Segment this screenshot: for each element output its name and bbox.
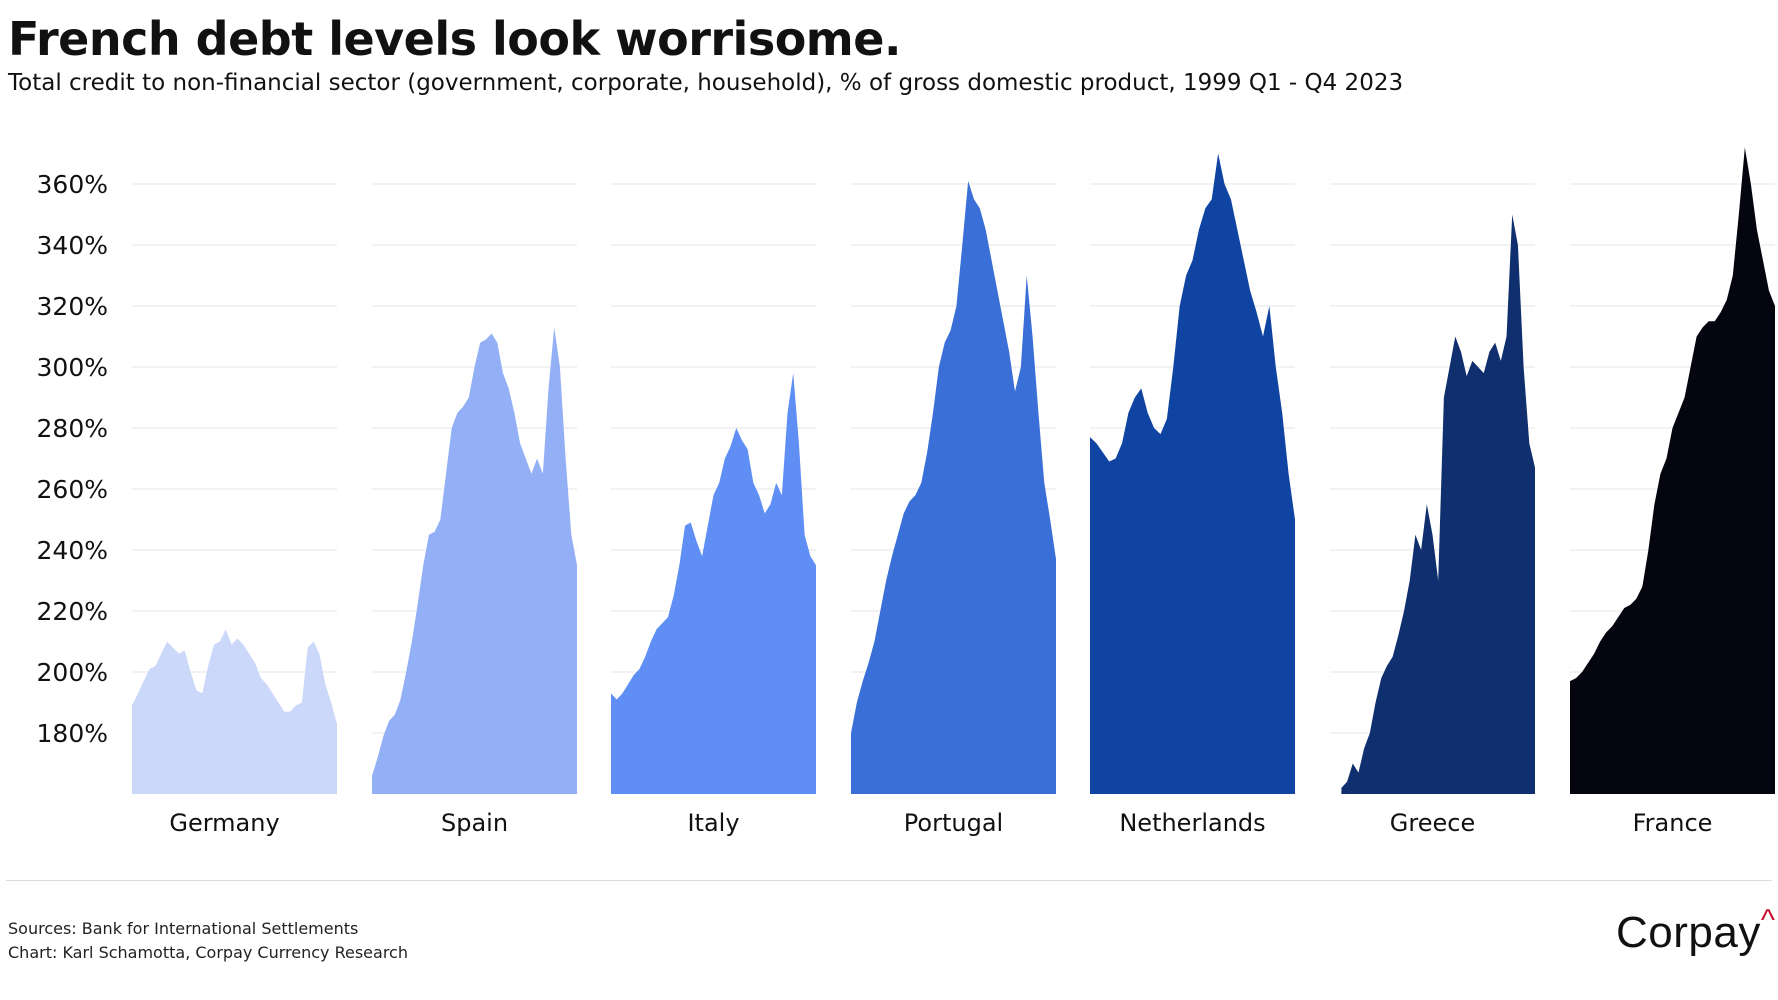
chart-title: French debt levels look worrisome.	[8, 12, 901, 66]
y-tick-label: 180%	[37, 719, 108, 748]
category-label: Spain	[441, 809, 508, 837]
corpay-logo: Corpay^	[1616, 904, 1775, 958]
category-label: Germany	[169, 809, 279, 837]
logo-caret-icon: ^	[1760, 904, 1776, 937]
y-tick-label: 280%	[37, 414, 108, 443]
area-spain	[372, 327, 577, 794]
chart-subtitle: Total credit to non-financial sector (go…	[8, 70, 1404, 96]
y-tick-label: 200%	[37, 658, 108, 687]
y-tick-label: 340%	[37, 231, 108, 260]
area-greece	[1341, 214, 1535, 794]
category-label: Portugal	[904, 809, 1003, 837]
area-portugal	[851, 180, 1056, 794]
small-multiples-area-chart: 180% 200% 220% 240% 260% 280% 300% 320% 340% 360%…	[37, 147, 1775, 837]
y-tick-label: 360%	[37, 170, 108, 199]
area-germany	[132, 629, 337, 794]
area-france	[1570, 147, 1775, 794]
area-netherlands	[1090, 153, 1295, 794]
y-tick-label: 300%	[37, 353, 108, 382]
category-label: Italy	[687, 809, 739, 837]
logo-text: Corpay	[1616, 908, 1761, 957]
y-tick-label: 220%	[37, 597, 108, 626]
sources-note: Sources: Bank for International Settleme…	[8, 919, 359, 938]
category-label: France	[1633, 809, 1713, 837]
y-tick-label: 260%	[37, 475, 108, 504]
y-tick-label: 320%	[37, 292, 108, 321]
category-label: Netherlands	[1119, 809, 1265, 837]
category-label: Greece	[1390, 809, 1475, 837]
footer-divider	[6, 880, 1772, 881]
y-tick-label: 240%	[37, 536, 108, 565]
area-italy	[611, 373, 816, 794]
chart-credit: Chart: Karl Schamotta, Corpay Currency R…	[8, 943, 408, 962]
